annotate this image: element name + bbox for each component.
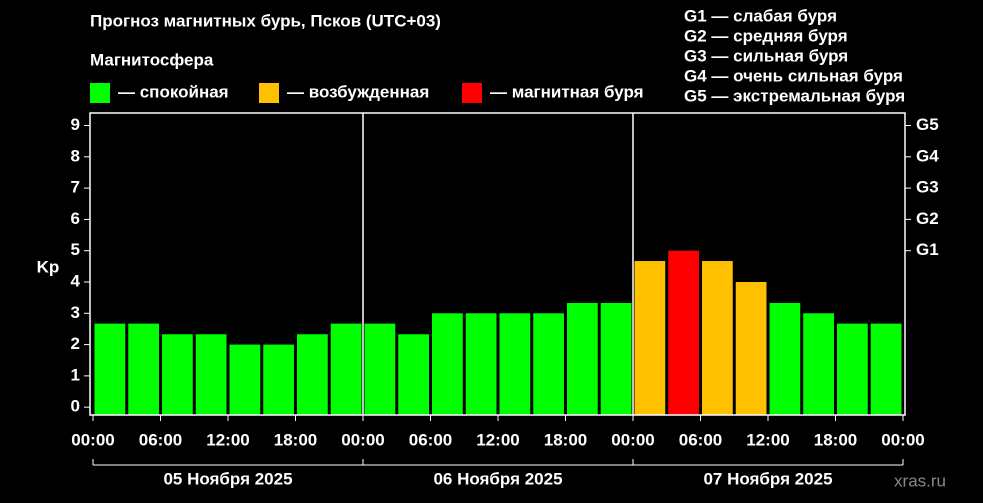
bar bbox=[634, 261, 666, 415]
day-label: 05 Ноября 2025 bbox=[163, 469, 292, 488]
legend-label: — возбужденная bbox=[287, 82, 429, 101]
y-tick-label: 9 bbox=[71, 115, 80, 134]
y-tick-label: 4 bbox=[71, 271, 81, 290]
x-tick-label: 18:00 bbox=[814, 430, 857, 449]
x-tick-label: 00:00 bbox=[881, 430, 924, 449]
scale-note: G4 — очень сильная буря bbox=[684, 66, 903, 85]
bar bbox=[465, 313, 497, 415]
bar bbox=[128, 323, 159, 415]
x-tick-label: 12:00 bbox=[476, 430, 519, 449]
x-tick-label: 12:00 bbox=[206, 430, 249, 449]
chart-title: Прогноз магнитных бурь, Псков (UTC+03) bbox=[90, 11, 441, 30]
x-tick-label: 06:00 bbox=[679, 430, 722, 449]
legend-label: — спокойная bbox=[118, 82, 229, 101]
bar bbox=[297, 334, 328, 415]
bar bbox=[567, 302, 598, 415]
bar bbox=[398, 334, 429, 415]
bar bbox=[533, 313, 564, 415]
x-tick-label: 06:00 bbox=[409, 430, 452, 449]
bar bbox=[837, 323, 868, 415]
y-tick-label: 2 bbox=[71, 334, 80, 353]
bar bbox=[94, 323, 126, 415]
x-tick-label: 00:00 bbox=[71, 430, 114, 449]
bar bbox=[803, 313, 834, 415]
y2-tick-label: G1 bbox=[916, 240, 939, 259]
bar bbox=[702, 261, 733, 415]
y-tick-label: 0 bbox=[71, 397, 80, 416]
bar bbox=[432, 313, 463, 415]
legend-swatch bbox=[462, 83, 482, 103]
y2-tick-label: G2 bbox=[916, 209, 939, 228]
watermark: xras.ru bbox=[894, 471, 946, 490]
scale-note: G5 — экстремальная буря bbox=[684, 86, 905, 105]
day-label: 07 Ноября 2025 bbox=[703, 469, 832, 488]
bar bbox=[364, 323, 396, 415]
y-tick-label: 6 bbox=[71, 209, 80, 228]
y-tick-label: 8 bbox=[71, 146, 80, 165]
legend-swatch bbox=[90, 83, 110, 103]
y-tick-label: 7 bbox=[71, 178, 80, 197]
bar bbox=[263, 344, 294, 415]
x-tick-label: 12:00 bbox=[746, 430, 789, 449]
y-axis-label: Kp bbox=[37, 257, 60, 276]
bar bbox=[499, 313, 531, 415]
x-tick-label: 18:00 bbox=[274, 430, 317, 449]
y-tick-label: 5 bbox=[71, 240, 80, 259]
legend-label: — магнитная буря bbox=[490, 82, 644, 101]
bar bbox=[769, 302, 801, 415]
y2-tick-label: G4 bbox=[916, 146, 939, 165]
scale-note: G2 — средняя буря bbox=[684, 26, 848, 45]
x-tick-label: 06:00 bbox=[139, 430, 182, 449]
bar bbox=[668, 250, 699, 415]
bar bbox=[229, 344, 261, 415]
bar bbox=[162, 334, 193, 415]
bar bbox=[735, 281, 767, 415]
bar bbox=[600, 302, 632, 415]
bar bbox=[195, 334, 227, 415]
y2-tick-label: G3 bbox=[916, 178, 939, 197]
y2-tick-label: G5 bbox=[916, 115, 939, 134]
bar bbox=[330, 323, 362, 415]
scale-note: G1 — слабая буря bbox=[684, 6, 837, 25]
day-label: 06 Ноября 2025 bbox=[433, 469, 562, 488]
legend-swatch bbox=[259, 83, 279, 103]
y-tick-label: 1 bbox=[71, 365, 80, 384]
bar bbox=[870, 323, 902, 415]
subtitle: Магнитосфера bbox=[90, 50, 214, 69]
x-tick-label: 00:00 bbox=[341, 430, 384, 449]
y-tick-label: 3 bbox=[71, 303, 80, 322]
x-tick-label: 18:00 bbox=[544, 430, 587, 449]
scale-note: G3 — сильная буря bbox=[684, 46, 848, 65]
x-tick-label: 00:00 bbox=[611, 430, 654, 449]
